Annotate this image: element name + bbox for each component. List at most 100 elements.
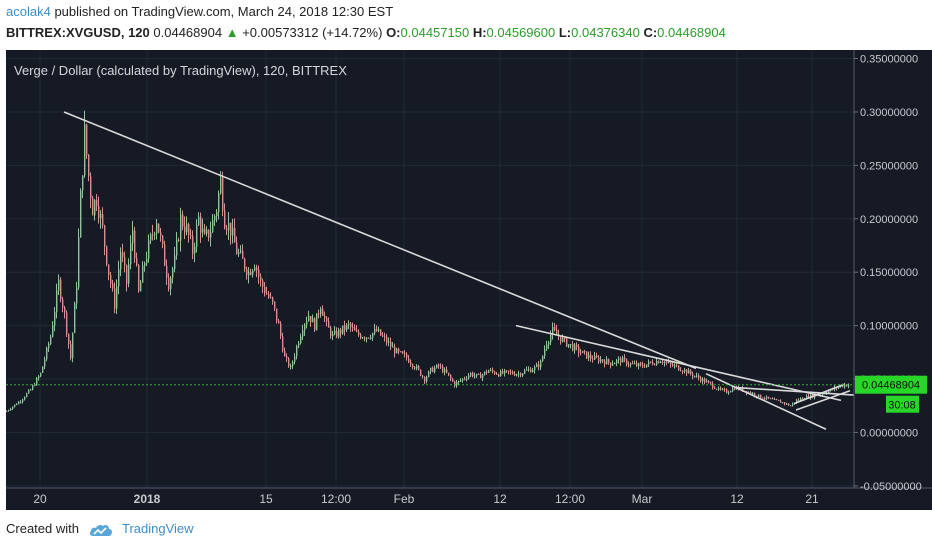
candle-body bbox=[534, 366, 536, 371]
low-label: L: bbox=[558, 25, 572, 40]
candle-body bbox=[176, 239, 178, 256]
candle-body bbox=[40, 372, 42, 377]
candle-body bbox=[520, 373, 522, 376]
candle-body bbox=[48, 343, 50, 348]
candle-body bbox=[76, 287, 78, 304]
trendline[interactable] bbox=[735, 386, 855, 396]
candle-body bbox=[546, 344, 548, 350]
candle-body bbox=[710, 381, 712, 384]
candle-body bbox=[336, 330, 338, 337]
candle-body bbox=[488, 370, 490, 373]
candle-body bbox=[624, 357, 626, 360]
candle-body bbox=[460, 380, 462, 382]
candle-body bbox=[448, 372, 450, 376]
candle-body bbox=[322, 308, 324, 316]
candle-body bbox=[678, 365, 680, 371]
price-badge-label: 0.04468904 bbox=[862, 380, 920, 392]
candle-body bbox=[64, 307, 66, 313]
candle-body bbox=[666, 361, 668, 363]
candle-body bbox=[22, 399, 24, 402]
candle-body bbox=[596, 355, 598, 358]
candle-body bbox=[634, 363, 636, 365]
author-link[interactable]: acolak4 bbox=[6, 4, 51, 19]
trendline[interactable] bbox=[705, 372, 827, 430]
candle-body bbox=[592, 358, 594, 360]
candle-body bbox=[140, 282, 142, 292]
candle-body bbox=[806, 395, 808, 399]
candle-body bbox=[712, 383, 714, 388]
candle-body bbox=[848, 385, 850, 387]
candle-body bbox=[516, 374, 518, 376]
candle-body bbox=[348, 323, 350, 325]
candle-body bbox=[18, 401, 20, 405]
candle-body bbox=[522, 373, 524, 376]
candle-body bbox=[60, 279, 62, 300]
candle-body bbox=[702, 378, 704, 382]
candle-body bbox=[128, 264, 130, 284]
candle-body bbox=[304, 324, 306, 331]
candle-body bbox=[330, 327, 332, 337]
candle-body bbox=[12, 406, 14, 409]
candle-body bbox=[792, 403, 794, 406]
candle-body bbox=[110, 275, 112, 284]
candle-body bbox=[552, 326, 554, 335]
candle-body bbox=[266, 293, 268, 295]
candle-body bbox=[480, 374, 482, 379]
candle-body bbox=[84, 124, 86, 176]
trendline[interactable] bbox=[795, 390, 851, 411]
candle-body bbox=[288, 358, 290, 367]
price-chart[interactable]: Verge / Dollar (calculated by TradingVie… bbox=[0, 49, 932, 515]
candle-body bbox=[50, 336, 52, 344]
candle-body bbox=[714, 387, 716, 389]
candle-body bbox=[112, 283, 114, 289]
candle-body bbox=[424, 376, 426, 382]
candle-body bbox=[326, 317, 328, 322]
candle-body bbox=[142, 265, 144, 283]
candle-body bbox=[696, 375, 698, 377]
candle-body bbox=[602, 359, 604, 362]
candle-body bbox=[242, 250, 244, 259]
last-price: 0.04468904 bbox=[153, 25, 223, 40]
candle-body bbox=[178, 239, 180, 241]
candle-body bbox=[68, 333, 70, 344]
candle-body bbox=[258, 269, 260, 277]
candle-body bbox=[468, 375, 470, 379]
quote-line: BITTREX:XVGUSD, 120 0.04468904 ▲ +0.0057… bbox=[6, 25, 726, 40]
candle-body bbox=[230, 222, 232, 236]
candle-body bbox=[212, 220, 214, 233]
candle-body bbox=[630, 363, 632, 365]
candle-body bbox=[766, 396, 768, 399]
candle-body bbox=[272, 297, 274, 302]
candle-body bbox=[234, 227, 236, 243]
price-badges: 0.04468904 30:08 bbox=[855, 375, 927, 413]
candle-body bbox=[640, 363, 642, 365]
candle-body bbox=[416, 366, 418, 369]
candle-body bbox=[308, 316, 310, 322]
candle-body bbox=[388, 341, 390, 343]
tradingview-brand-link[interactable]: TradingView bbox=[122, 521, 194, 536]
candle-body bbox=[436, 364, 438, 368]
trendline[interactable] bbox=[793, 383, 845, 405]
chart-container[interactable]: Verge / Dollar (calculated by TradingVie… bbox=[0, 49, 932, 515]
trendline[interactable] bbox=[515, 324, 842, 402]
candle-body bbox=[680, 370, 682, 372]
candle-body bbox=[454, 381, 456, 386]
candle-body bbox=[28, 390, 30, 394]
candle-body bbox=[656, 360, 658, 365]
candle-body bbox=[90, 176, 92, 198]
open-label: O: bbox=[386, 25, 401, 40]
candle-body bbox=[698, 375, 700, 379]
candle-body bbox=[748, 392, 750, 394]
candle-body bbox=[610, 362, 612, 366]
candle-body bbox=[96, 200, 98, 206]
candle-body bbox=[430, 367, 432, 372]
candle-body bbox=[660, 361, 662, 363]
candle-body bbox=[464, 378, 466, 380]
candle-body bbox=[568, 344, 570, 347]
candle-body bbox=[718, 387, 720, 390]
candle-body bbox=[432, 367, 434, 372]
candle-body bbox=[270, 297, 272, 299]
x-tick-label: 2018 bbox=[134, 492, 161, 506]
trendlines[interactable] bbox=[63, 111, 855, 430]
trendline[interactable] bbox=[63, 111, 697, 370]
